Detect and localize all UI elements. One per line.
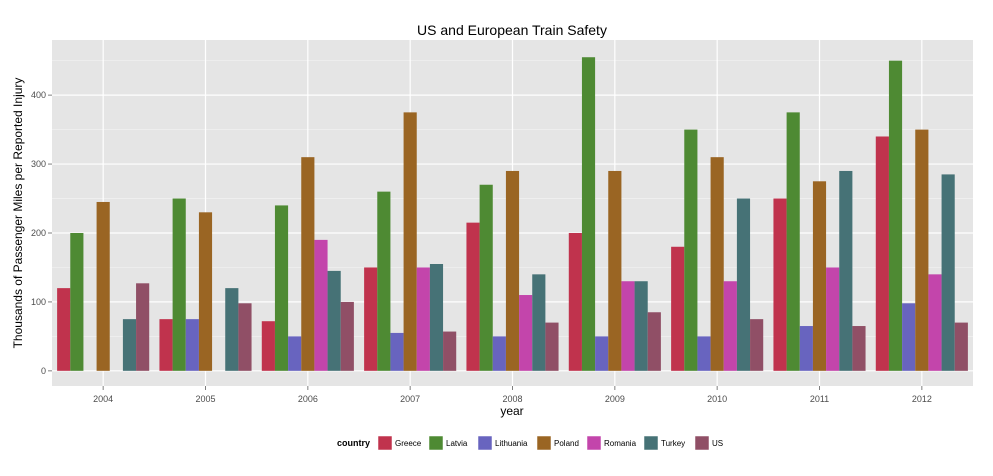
y-tick-label: 200 <box>31 228 46 238</box>
bar <box>301 157 315 371</box>
bar <box>198 212 213 371</box>
bar <box>671 246 685 371</box>
bar <box>941 174 955 371</box>
bar <box>288 336 302 371</box>
bar <box>928 274 942 371</box>
legend-key <box>694 435 710 451</box>
bar <box>340 301 354 371</box>
bar <box>314 239 328 371</box>
legend-key <box>428 435 444 451</box>
bar <box>568 232 582 371</box>
x-tick-label: 2011 <box>810 394 829 404</box>
bar <box>799 326 813 371</box>
x-tick-label: 2006 <box>298 394 318 404</box>
bar <box>416 267 430 371</box>
bar <box>839 170 853 371</box>
bar <box>852 326 866 371</box>
bar <box>826 267 840 371</box>
bar <box>96 201 110 371</box>
bar <box>172 198 186 371</box>
legend-key <box>377 435 393 451</box>
bar <box>581 57 596 371</box>
bar <box>327 270 341 371</box>
bar <box>902 303 916 371</box>
legend-label: Latvia <box>446 439 468 448</box>
bar <box>684 129 698 371</box>
legend-label: Greece <box>395 439 422 448</box>
bar <box>429 264 444 371</box>
bar <box>238 303 252 371</box>
legend-key <box>586 435 602 451</box>
bar <box>608 170 622 371</box>
y-tick-label: 100 <box>31 297 46 307</box>
bar <box>122 319 137 371</box>
legend-label: US <box>712 439 723 448</box>
bars <box>57 57 968 371</box>
bar <box>519 295 533 371</box>
y-tick-label: 300 <box>31 159 46 169</box>
bar <box>261 321 275 371</box>
legend-key <box>477 435 493 451</box>
bar <box>492 336 506 371</box>
y-tick-label: 0 <box>41 366 46 376</box>
legend-label: Romania <box>604 439 637 448</box>
y-tick-label: 400 <box>31 90 46 100</box>
bar <box>634 281 648 371</box>
x-tick-label: 2005 <box>195 394 215 404</box>
chart-title: US and European Train Safety <box>417 22 607 38</box>
bar <box>70 232 84 371</box>
bar <box>377 191 391 371</box>
bar <box>185 319 199 371</box>
x-tick-label: 2007 <box>400 394 420 404</box>
bar <box>786 112 800 371</box>
bar <box>479 184 493 371</box>
bar <box>403 112 417 371</box>
bar <box>812 181 827 371</box>
x-tick-label: 2009 <box>605 394 625 404</box>
x-tick-label: 2008 <box>502 394 522 404</box>
legend-label: Turkey <box>661 439 685 448</box>
bar <box>621 281 635 371</box>
legend-title: country <box>337 438 370 448</box>
bar <box>954 322 968 371</box>
bar <box>532 274 546 371</box>
bar <box>915 129 929 371</box>
x-tick-label: 2012 <box>912 394 932 404</box>
y-axis-title: Thousands of Passenger Miles per Reporte… <box>11 78 25 349</box>
bar <box>390 332 404 371</box>
bar <box>723 281 737 371</box>
legend-key <box>536 435 552 451</box>
bar <box>505 170 520 371</box>
bar <box>136 283 150 371</box>
bar <box>466 222 480 371</box>
bar <box>710 157 724 371</box>
legend-label: Lithuania <box>495 439 528 448</box>
bar <box>647 312 661 371</box>
bar <box>443 331 457 371</box>
x-axis: 2004 2005 2006 2007 2008 2009 2010 2011 2012 <box>93 386 932 404</box>
x-axis-title: year <box>500 404 523 418</box>
bar <box>225 288 239 371</box>
x-tick-label: 2010 <box>707 394 727 404</box>
bar <box>736 198 751 371</box>
bar <box>545 322 559 371</box>
bar <box>595 336 609 371</box>
bar <box>750 319 764 371</box>
bar <box>364 267 378 371</box>
bar <box>888 60 903 371</box>
legend-key <box>643 435 659 451</box>
y-axis: 0 100 200 300 400 <box>31 90 52 376</box>
legend-label: Poland <box>554 439 579 448</box>
legend: country Greece Latvia Lithuania Poland Romani… <box>337 435 723 451</box>
x-tick-label: 2004 <box>93 394 113 404</box>
bar <box>697 336 711 371</box>
bar <box>159 319 173 371</box>
bar <box>274 205 289 371</box>
bar <box>875 136 889 371</box>
bar <box>57 288 71 371</box>
bar <box>773 198 787 371</box>
